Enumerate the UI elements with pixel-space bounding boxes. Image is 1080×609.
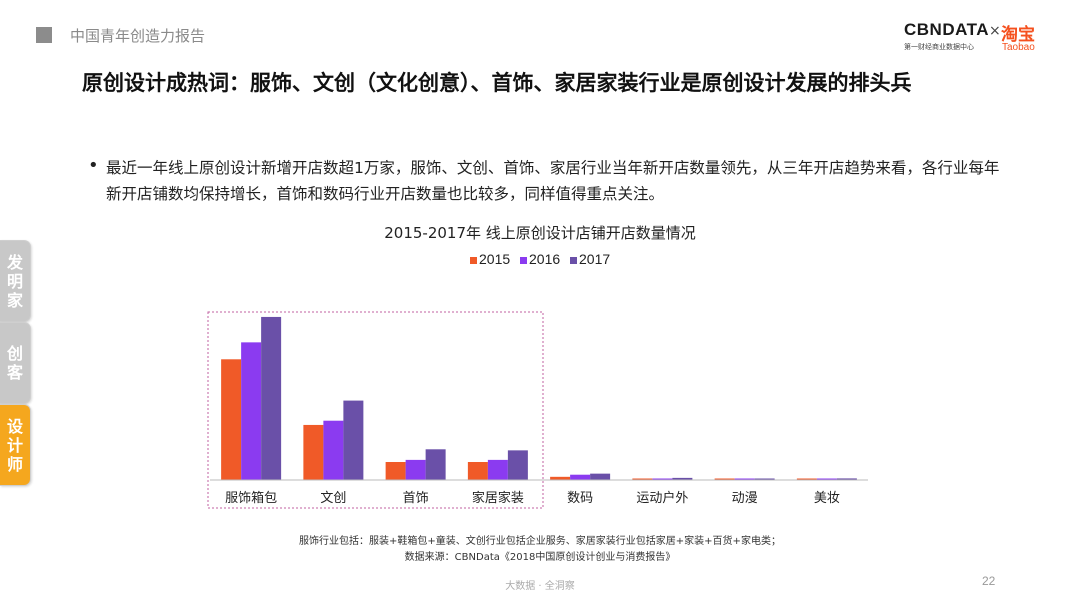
cbndata-subtitle: 第一财经商业数据中心: [904, 43, 974, 51]
side-tab-inventor[interactable]: 发明家: [0, 240, 31, 322]
chart-title: 2015-2017年 线上原创设计店铺开店数量情况: [384, 224, 696, 242]
bar-2015-3: [467, 462, 488, 480]
x-tick-label: 数码: [567, 491, 593, 506]
bar-2015-4: [550, 476, 571, 480]
bar-2016-5: [652, 478, 673, 480]
legend-label: 2017: [579, 251, 610, 267]
bullet-dot-icon: •: [88, 155, 99, 176]
bar-2017-6: [754, 478, 775, 480]
bar-2016-4: [570, 474, 591, 480]
page-number: 22: [982, 574, 996, 588]
bar-2016-6: [734, 478, 755, 480]
bar-2015-6: [714, 478, 735, 480]
bar-2017-3: [507, 450, 528, 480]
footer-slogan: 大数据 · 全洞察: [505, 581, 575, 592]
highlight-box: [207, 311, 544, 509]
chart-bars: [221, 316, 857, 480]
x-tick-label: 动漫: [732, 491, 758, 506]
x-axis-labels: 服饰箱包 文创 首饰 家居家装 数码 运动户外 动漫 美妆: [225, 490, 840, 506]
legend-label: 2016: [529, 251, 560, 267]
side-tab-designer[interactable]: 设计师: [0, 404, 31, 486]
x-tick-label: 首饰: [403, 491, 429, 506]
page-title: 原创设计成热词：服饰、文创（文化创意）、首饰、家居家装行业是原创设计发展的排头兵: [82, 71, 912, 95]
bar-2017-0: [261, 316, 282, 480]
taobao-logo: 淘宝: [1001, 25, 1035, 45]
legend-swatch: [520, 257, 527, 264]
footnote-line-1: 服饰行业包括：服装+鞋箱包+童装、文创行业包括企业服务、家居家装行业包括家居+家…: [299, 536, 781, 547]
brand-separator: ×: [989, 23, 1001, 39]
bar-2017-1: [343, 400, 364, 480]
bar-2015-7: [796, 478, 817, 480]
cbndata-logo: CBNDATA: [904, 20, 990, 39]
bar-2015-2: [385, 462, 406, 480]
side-tab-label: 创客: [6, 344, 23, 382]
footnote-line-2: 数据来源：CBNData《2018中国原创设计创业与消费报告》: [404, 552, 676, 563]
header-title: 中国青年创造力报告: [70, 27, 206, 45]
side-tab-label: 发明家: [6, 252, 23, 310]
taobao-logo-en: Taobao: [1002, 42, 1035, 53]
bar-2015-0: [221, 359, 242, 480]
bar-2015-5: [632, 478, 653, 480]
bar-2017-5: [672, 477, 693, 480]
legend-swatch: [470, 257, 477, 264]
bar-2017-2: [425, 449, 446, 480]
side-tab-maker[interactable]: 创客: [0, 322, 31, 404]
legend-label: 2015: [479, 251, 510, 267]
bar-2016-7: [816, 478, 837, 480]
chart-legend: 2015 2016 2017: [470, 251, 610, 267]
bar-2017-4: [590, 473, 611, 480]
brand-logo: CBNDATA 第一财经商业数据中心 × 淘宝 Taobao: [904, 20, 1054, 60]
x-tick-label: 运动户外: [636, 490, 688, 506]
bullet-text: 最近一年线上原创设计新增开店数超1万家，服饰、文创、首饰、家居行业当年新开店数量…: [106, 159, 1000, 203]
bar-2016-2: [405, 459, 426, 480]
x-tick-label: 服饰箱包: [225, 490, 277, 506]
bar-2016-1: [323, 420, 344, 480]
bar-2017-7: [836, 478, 857, 480]
x-tick-label: 家居家装: [472, 490, 524, 506]
side-tab-label: 设计师: [6, 416, 23, 474]
bar-2015-1: [303, 424, 324, 480]
legend-swatch: [570, 257, 577, 264]
x-tick-label: 美妆: [814, 491, 840, 506]
x-tick-label: 文创: [320, 491, 346, 506]
bar-2016-3: [487, 459, 508, 480]
header-square-icon: [36, 27, 52, 43]
bar-2016-0: [241, 342, 262, 480]
